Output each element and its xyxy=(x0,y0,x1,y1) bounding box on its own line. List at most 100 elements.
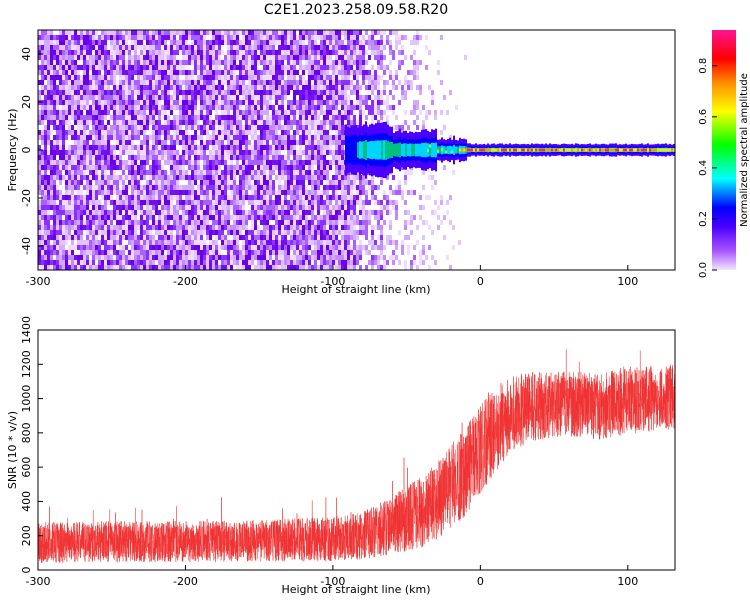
heatmap-cell xyxy=(119,200,122,205)
heatmap-cell xyxy=(107,55,110,60)
heatmap-cell xyxy=(182,115,185,120)
heatmap-cell xyxy=(254,135,257,140)
heatmap-cell xyxy=(254,240,257,245)
heatmap-cell xyxy=(143,60,146,65)
heatmap-cell xyxy=(86,245,89,250)
heatmap-cell xyxy=(149,210,152,215)
heatmap-cell xyxy=(125,45,128,50)
heatmap-cell xyxy=(170,195,173,200)
heatmap-cell xyxy=(194,65,197,70)
heatmap-cell xyxy=(185,55,188,60)
heatmap-cell xyxy=(191,55,194,60)
heatmap-cell xyxy=(44,250,47,255)
heatmap-cell xyxy=(194,135,197,140)
heatmap-cell xyxy=(173,135,176,140)
heatmap-cell xyxy=(167,145,170,150)
heatmap-cell xyxy=(293,140,296,145)
heatmap-cell xyxy=(80,35,83,40)
heatmap-cell xyxy=(296,120,299,125)
heatmap-cell xyxy=(146,75,149,80)
heatmap-cell xyxy=(212,135,215,140)
heatmap-cell xyxy=(116,85,119,90)
heatmap-cell xyxy=(281,100,284,105)
heatmap-cell xyxy=(152,80,155,85)
heatmap-cell xyxy=(191,170,194,175)
heatmap-cell xyxy=(146,45,149,50)
heatmap-cell xyxy=(173,210,176,215)
heatmap-cell xyxy=(92,170,95,175)
heatmap-cell xyxy=(296,155,299,160)
heatmap-cell xyxy=(89,145,92,150)
heatmap-cell xyxy=(251,185,254,190)
heatmap-cell xyxy=(140,245,143,250)
heatmap-cell xyxy=(341,155,344,160)
heatmap-cell xyxy=(128,235,131,240)
heatmap-cell xyxy=(197,205,200,210)
heatmap-cell xyxy=(338,35,341,40)
heatmap-cell xyxy=(128,80,131,85)
heatmap-cell xyxy=(317,250,320,255)
heatmap-cell xyxy=(230,150,233,155)
heatmap-cell xyxy=(242,45,245,50)
heatmap-cell xyxy=(254,210,257,215)
heatmap-cell xyxy=(116,240,119,245)
heatmap-cell xyxy=(305,135,308,140)
heatmap-cell xyxy=(140,95,143,100)
heatmap-cell xyxy=(269,150,272,155)
heatmap-cell xyxy=(86,105,89,110)
heatmap-cell xyxy=(269,255,272,260)
heatmap-cell xyxy=(218,45,221,50)
heatmap-cell xyxy=(131,130,134,135)
heatmap-cell xyxy=(74,195,77,200)
heatmap-cell xyxy=(224,265,227,270)
heatmap-cell xyxy=(329,165,332,170)
heatmap-cell xyxy=(305,190,308,195)
heatmap-cell xyxy=(56,165,59,170)
heatmap-cell xyxy=(89,150,92,155)
heatmap-cell xyxy=(242,170,245,175)
heatmap-cell xyxy=(359,95,362,100)
heatmap-cell xyxy=(161,235,164,240)
heatmap-cell xyxy=(74,120,77,125)
heatmap-cell xyxy=(290,190,293,195)
heatmap-cell xyxy=(146,100,149,105)
heatmap-cell xyxy=(182,145,185,150)
heatmap-cell xyxy=(263,150,266,155)
heatmap-cell xyxy=(68,175,71,180)
heatmap-cell xyxy=(317,100,320,105)
heatmap-cell xyxy=(155,40,158,45)
heatmap-cell xyxy=(338,240,341,245)
heatmap-cell xyxy=(152,145,155,150)
heatmap-cell xyxy=(329,100,332,105)
heatmap-cell xyxy=(86,125,89,130)
heatmap-cell xyxy=(110,220,113,225)
heatmap-cell xyxy=(182,90,185,95)
heatmap-cell xyxy=(86,85,89,90)
heatmap-cell xyxy=(125,235,128,240)
heatmap-cell xyxy=(287,145,290,150)
heatmap-cell xyxy=(53,85,56,90)
heatmap-cell xyxy=(158,235,161,240)
heatmap-cell xyxy=(365,70,368,75)
heatmap-cell xyxy=(83,135,86,140)
heatmap-cell xyxy=(224,195,227,200)
heatmap-cell xyxy=(140,100,143,105)
heatmap-cell xyxy=(110,265,113,270)
heatmap-cell xyxy=(185,80,188,85)
heatmap-cell xyxy=(113,150,116,155)
heatmap-cell xyxy=(59,140,62,145)
heatmap-cell xyxy=(347,80,350,85)
heatmap-cell xyxy=(194,35,197,40)
heatmap-cell xyxy=(125,145,128,150)
heatmap-cell xyxy=(155,50,158,55)
heatmap-cell xyxy=(122,125,125,130)
heatmap-cell xyxy=(290,200,293,205)
heatmap-cell xyxy=(110,125,113,130)
heatmap-cell xyxy=(86,35,89,40)
heatmap-cell xyxy=(305,265,308,270)
heatmap-cell xyxy=(350,55,353,60)
heatmap-cell xyxy=(233,55,236,60)
heatmap-cell xyxy=(83,60,86,65)
heatmap-cell xyxy=(47,30,50,35)
heatmap-cell xyxy=(311,105,314,110)
